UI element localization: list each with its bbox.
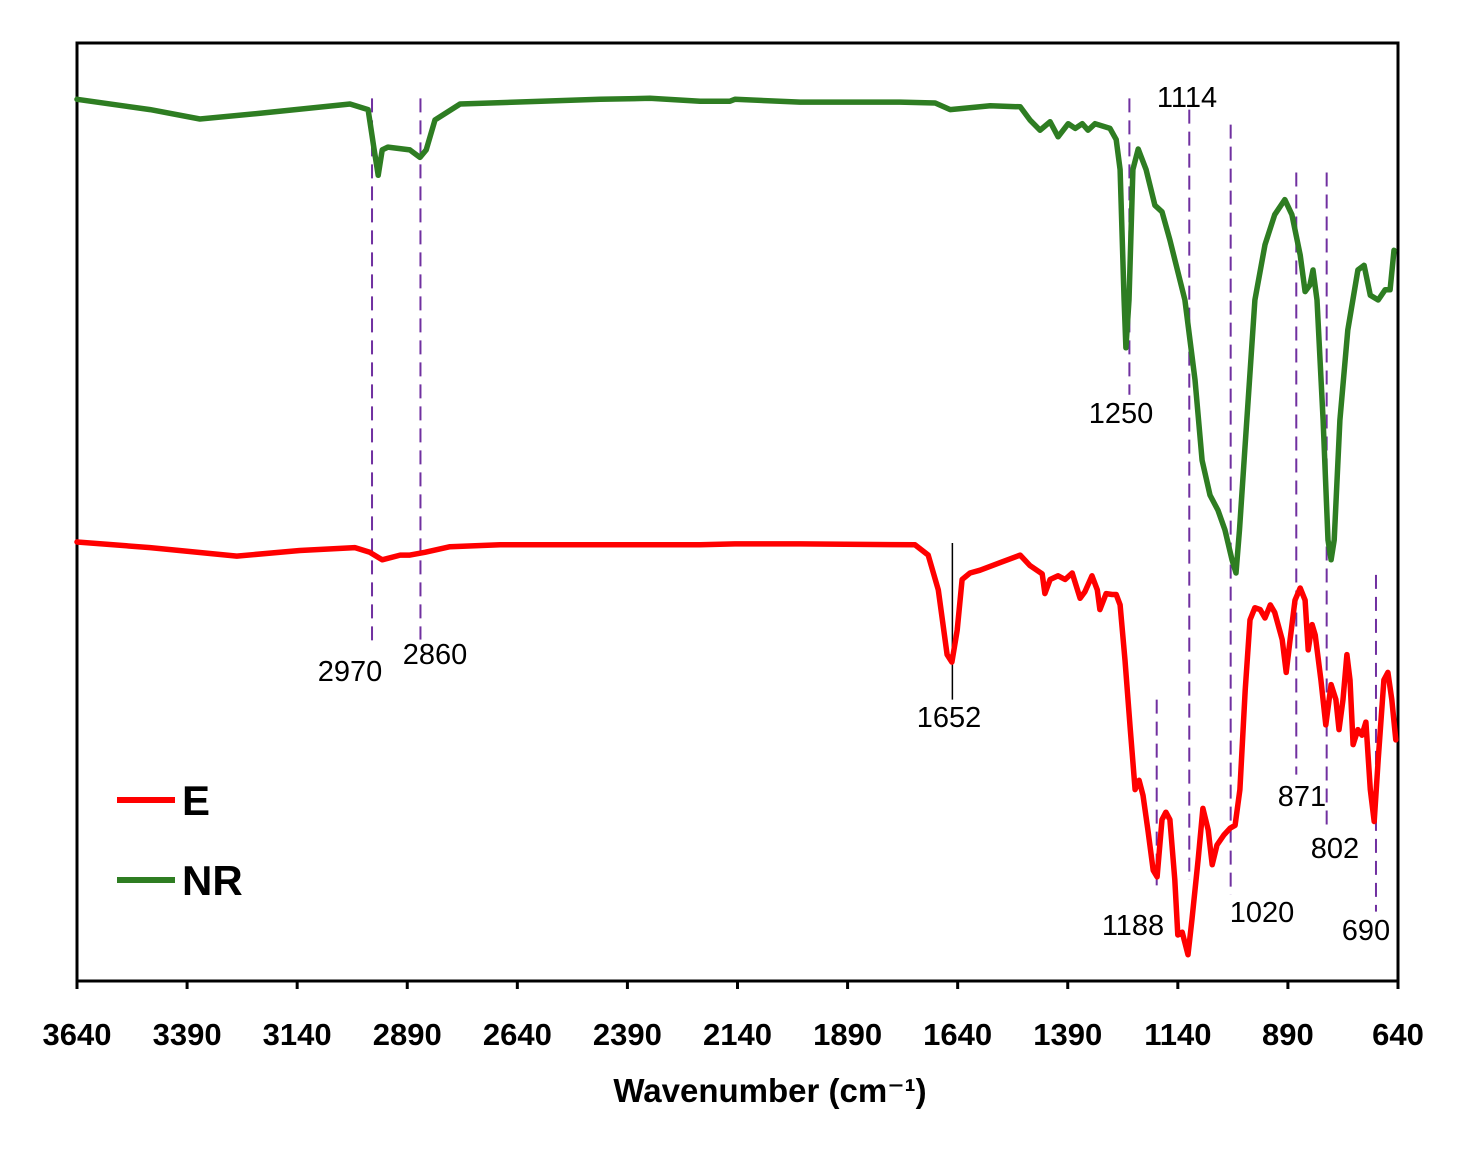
- peak-label: 802: [1311, 833, 1359, 865]
- legend: E NR: [117, 777, 243, 904]
- x-tick-label: 2890: [373, 1017, 442, 1052]
- x-tick-label: 3640: [43, 1017, 112, 1052]
- peak-label: 1114: [1157, 82, 1217, 114]
- peak-labels: 2970 2860 1652 1250 1114 1020 871 802 1188 690: [318, 82, 1390, 947]
- series-line-nr: [74, 95, 1397, 576]
- x-tick-label: 2390: [593, 1017, 662, 1052]
- peak-label: 1250: [1089, 398, 1154, 430]
- x-tick-label: 1890: [813, 1017, 882, 1052]
- x-tick-label: 1640: [923, 1017, 992, 1052]
- x-axis-label: Wavenumber (cm⁻¹): [613, 1072, 926, 1109]
- peak-label: 2970: [318, 656, 383, 688]
- x-tick-label: 2140: [703, 1017, 772, 1052]
- x-tick-label: 1140: [1144, 1017, 1211, 1052]
- legend-label-e: E: [182, 777, 210, 824]
- peak-label: 2860: [403, 639, 468, 671]
- legend-label-nr: NR: [182, 857, 243, 904]
- peak-label: 1188: [1102, 910, 1164, 942]
- x-tick-label: 2640: [483, 1017, 552, 1052]
- x-tick-label: 1390: [1033, 1017, 1102, 1052]
- x-tick-label: 890: [1262, 1017, 1314, 1052]
- peak-markers: [371, 98, 1377, 912]
- peak-label: 1652: [917, 702, 982, 734]
- series-lines: [74, 95, 1399, 958]
- peak-label: 690: [1342, 915, 1390, 947]
- x-tick-label: 3390: [153, 1017, 222, 1052]
- x-tick-label: 640: [1372, 1017, 1424, 1052]
- peak-label: 871: [1278, 781, 1326, 813]
- x-axis-ticks: 3640 3390 3140 2890 2640 2390 2140 1890 1640 1390…: [43, 981, 1424, 1052]
- peak-label: 1020: [1230, 897, 1295, 929]
- x-tick-label: 3140: [263, 1017, 332, 1052]
- series-line-e: [74, 539, 1399, 958]
